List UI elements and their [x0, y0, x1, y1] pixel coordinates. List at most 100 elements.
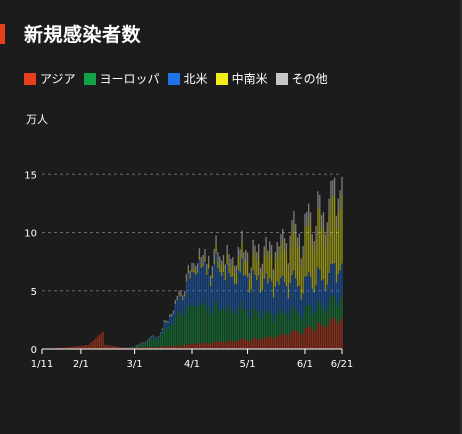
bar-segment — [313, 292, 315, 316]
bar-segment — [285, 253, 288, 286]
bar-segment — [208, 263, 210, 269]
bar-segment — [287, 271, 289, 299]
bar-segment — [180, 291, 182, 296]
bar-segment — [280, 334, 282, 349]
bar-segment — [261, 290, 264, 318]
bar-segment — [198, 342, 201, 349]
bar-segment — [174, 316, 176, 346]
bar-segment — [91, 341, 93, 349]
bar-segment — [169, 316, 171, 326]
bar-segment — [304, 306, 306, 328]
bar-segment — [339, 319, 341, 349]
legend-item-europe[interactable]: ヨーロッパ — [83, 70, 160, 87]
bar-segment — [211, 311, 214, 344]
bar-segment — [332, 264, 334, 296]
legend-item-other[interactable]: その他 — [275, 70, 328, 87]
panel-edge — [460, 0, 462, 434]
bar-segment — [202, 262, 204, 267]
bar-segment — [202, 342, 204, 349]
bar-segment — [248, 280, 251, 293]
bar-segment — [224, 280, 226, 313]
bar-segment — [298, 244, 301, 286]
bar-segment — [289, 283, 291, 313]
legend-swatch-other — [275, 72, 288, 85]
bar-segment — [76, 346, 78, 349]
bar-segment — [265, 247, 267, 274]
bar-segment — [311, 330, 314, 349]
bar-segment — [233, 341, 236, 349]
legend-swatch-north-america — [167, 72, 180, 85]
bar-segment — [189, 270, 191, 276]
bar-segment — [237, 270, 239, 307]
bar-segment — [291, 232, 293, 275]
bar-segment — [302, 333, 304, 349]
bar-segment — [70, 346, 73, 349]
bar-segment — [270, 281, 273, 314]
bar-segment — [215, 235, 217, 246]
bar-segment — [204, 256, 206, 262]
bar-segment — [167, 322, 169, 330]
bar-segment — [133, 347, 136, 349]
bar-segment — [183, 296, 186, 316]
bar-segment — [291, 330, 293, 349]
bar-segment — [145, 342, 147, 343]
bar-segment — [311, 234, 314, 246]
bar-segment — [328, 273, 330, 302]
bar-segment — [191, 271, 193, 305]
bar-segment — [274, 337, 276, 349]
bar-segment — [159, 346, 162, 349]
bar-segment — [95, 338, 97, 349]
bar-segment — [315, 238, 317, 286]
bar-segment — [274, 286, 276, 317]
bar-segment — [143, 342, 145, 343]
legend-item-latin-america[interactable]: 中南米 — [215, 70, 268, 87]
bar-segment — [137, 345, 139, 348]
legend-item-asia[interactable]: アジア — [24, 70, 76, 87]
bar-segment — [170, 325, 173, 347]
bar-segment — [311, 313, 314, 331]
bar-segment — [330, 296, 332, 319]
bar-segment — [185, 281, 188, 307]
bar-segment — [228, 341, 230, 349]
bar-segment — [295, 223, 297, 236]
bar-segment — [283, 312, 286, 335]
bar-segment — [339, 190, 341, 208]
bar-segment — [296, 248, 299, 287]
bar-segment — [176, 299, 178, 301]
bar-segment — [169, 346, 171, 349]
bar-segment — [230, 258, 232, 268]
bar-segment — [241, 258, 243, 301]
bar-segment — [213, 257, 215, 265]
bar-segment — [161, 328, 164, 330]
bar-segment — [243, 275, 245, 310]
bar-segment — [322, 226, 325, 280]
bar-segment — [132, 347, 134, 349]
bar-segment — [256, 280, 258, 313]
bar-segment — [213, 304, 215, 342]
bar-segment — [278, 285, 280, 315]
bar-segment — [189, 344, 191, 349]
bar-segment — [193, 305, 195, 344]
y-tick-label: 0 — [31, 345, 37, 356]
bar-segment — [332, 180, 334, 198]
bar-segment — [291, 307, 293, 331]
x-tick-label: 2/1 — [73, 359, 89, 370]
bar-segment — [335, 282, 338, 308]
bar-segment — [285, 314, 288, 335]
bar-segment — [296, 286, 299, 314]
bar-segment — [263, 255, 265, 279]
bar-segment — [237, 306, 239, 340]
bar-segment — [196, 269, 199, 273]
legend-item-north-america[interactable]: 北米 — [167, 70, 208, 87]
bar-segment — [261, 271, 264, 291]
bar-segment — [311, 245, 314, 289]
bar-segment — [239, 272, 241, 309]
bar-segment — [263, 311, 265, 338]
bar-segment — [209, 343, 212, 349]
bar-segment — [202, 266, 204, 306]
legend-swatch-europe — [83, 72, 96, 85]
bar-segment — [209, 286, 212, 316]
bar-segment — [293, 304, 295, 330]
bar-segment — [276, 252, 278, 282]
bar-segment — [239, 339, 241, 349]
